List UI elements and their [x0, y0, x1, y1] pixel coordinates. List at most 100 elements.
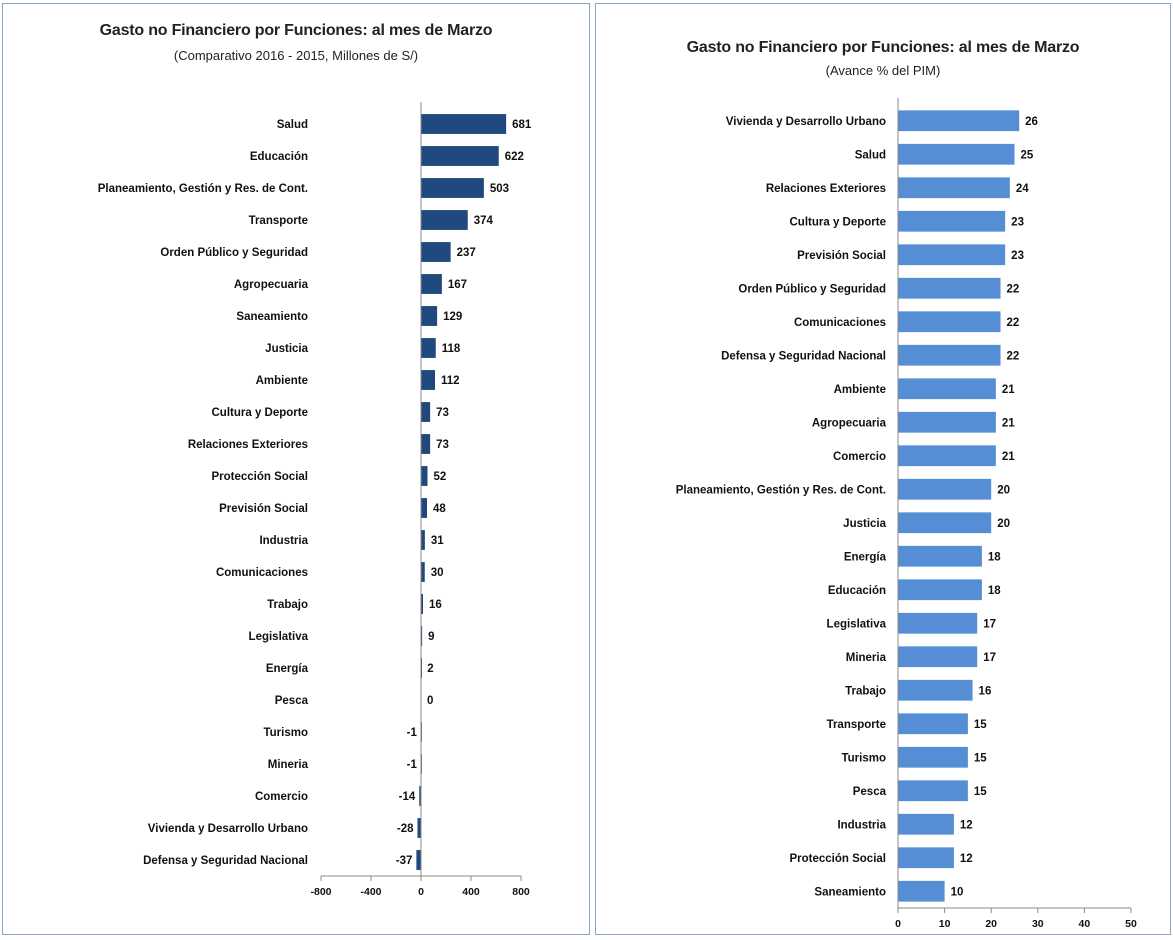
- right-bar: [898, 177, 1010, 199]
- right-bar: [898, 378, 996, 400]
- left-value-label: -1: [407, 727, 418, 739]
- left-bar: [421, 146, 499, 166]
- right-category-label: Salud: [855, 149, 886, 161]
- left-bar: [421, 178, 484, 198]
- right-bar: [898, 445, 996, 467]
- left-bar: [421, 530, 425, 550]
- left-value-label: 112: [441, 375, 460, 387]
- left-category-label: Mineria: [268, 759, 309, 771]
- right-value-label: 16: [979, 685, 992, 697]
- left-category-label: Transporte: [249, 215, 308, 227]
- left-category-label: Industria: [259, 535, 308, 547]
- left-category-label: Agropecuaria: [234, 279, 309, 291]
- left-value-label: 622: [505, 151, 524, 163]
- left-bar: [421, 306, 438, 326]
- left-bar: [421, 274, 442, 294]
- left-bar: [417, 818, 421, 838]
- right-value-label: 12: [960, 819, 973, 831]
- right-value-label: 20: [997, 518, 1010, 530]
- left-value-label: 503: [490, 183, 509, 195]
- right-value-label: 21: [1002, 384, 1015, 396]
- right-value-label: 23: [1011, 216, 1024, 228]
- chart-panel-left: Gasto no Financiero por Funciones: al me…: [2, 3, 590, 935]
- left-value-label: 48: [433, 503, 446, 515]
- right-value-label: 15: [974, 719, 987, 731]
- left-category-label: Planeamiento, Gestión y Res. de Cont.: [98, 183, 308, 195]
- right-bar: [898, 344, 1001, 366]
- right-category-label: Orden Público y Seguridad: [738, 283, 886, 295]
- right-category-label: Turismo: [841, 752, 886, 764]
- left-category-label: Relaciones Exteriores: [188, 439, 308, 451]
- right-bar: [898, 512, 992, 534]
- left-value-label: 30: [431, 567, 444, 579]
- left-category-label: Orden Público y Seguridad: [160, 247, 308, 259]
- left-value-label: 129: [443, 311, 462, 323]
- right-value-label: 22: [1007, 283, 1020, 295]
- left-value-label: 374: [474, 215, 494, 227]
- left-bar: [421, 338, 436, 358]
- right-category-label: Defensa y Seguridad Nacional: [721, 350, 886, 362]
- right-category-label: Protección Social: [789, 853, 886, 865]
- right-value-label: 22: [1007, 350, 1020, 362]
- left-category-label: Legislativa: [249, 631, 309, 643]
- left-value-label: 16: [429, 599, 442, 611]
- left-category-label: Comercio: [255, 791, 308, 803]
- right-tick-label: 20: [985, 918, 997, 930]
- right-category-label: Vivienda y Desarrollo Urbano: [726, 116, 886, 128]
- left-value-label: -28: [397, 823, 414, 835]
- left-category-label: Trabajo: [267, 599, 308, 611]
- left-bar: [421, 370, 435, 390]
- right-category-label: Pesca: [853, 786, 887, 798]
- right-value-label: 15: [974, 786, 987, 798]
- left-tick-label: 400: [462, 886, 480, 898]
- left-category-label: Protección Social: [211, 471, 308, 483]
- left-value-label: -37: [396, 855, 413, 867]
- left-value-label: 31: [431, 535, 444, 547]
- left-value-label: 73: [436, 407, 449, 419]
- right-bar: [898, 646, 978, 668]
- right-value-label: 17: [983, 652, 996, 664]
- right-category-label: Justicia: [843, 518, 886, 530]
- right-value-label: 20: [997, 484, 1010, 496]
- left-category-label: Energía: [266, 663, 309, 675]
- left-bar: [421, 434, 431, 454]
- right-value-label: 25: [1021, 149, 1034, 161]
- left-value-label: -14: [399, 791, 416, 803]
- right-bar: [898, 478, 992, 500]
- right-category-label: Planeamiento, Gestión y Res. de Cont.: [676, 484, 886, 496]
- right-category-label: Saneamiento: [814, 886, 886, 898]
- left-value-label: 0: [427, 695, 433, 707]
- right-category-label: Comercio: [833, 451, 886, 463]
- right-tick-label: 50: [1125, 918, 1137, 930]
- right-tick-label: 30: [1032, 918, 1044, 930]
- right-value-label: 26: [1025, 116, 1038, 128]
- right-category-label: Ambiente: [834, 384, 886, 396]
- right-value-label: 18: [988, 551, 1001, 563]
- right-category-label: Previsión Social: [797, 250, 886, 262]
- left-tick-label: -800: [310, 886, 331, 898]
- right-bar: [898, 880, 945, 902]
- chart-panel-right: Gasto no Financiero por Funciones: al me…: [595, 3, 1171, 935]
- right-category-label: Cultura y Deporte: [790, 216, 887, 228]
- right-category-label: Industria: [837, 819, 886, 831]
- left-value-label: 52: [434, 471, 447, 483]
- right-category-label: Agropecuaria: [812, 417, 887, 429]
- right-category-label: Educación: [828, 585, 886, 597]
- right-chart-title: Gasto no Financiero por Funciones: al me…: [686, 39, 1080, 56]
- left-category-label: Comunicaciones: [216, 567, 308, 579]
- left-bar: [421, 210, 468, 230]
- left-bar: [421, 242, 451, 262]
- right-bar: [898, 612, 978, 634]
- left-category-label: Defensa y Seguridad Nacional: [143, 855, 308, 867]
- left-category-label: Ambiente: [256, 375, 308, 387]
- right-category-label: Energía: [844, 551, 887, 563]
- right-bar: [898, 311, 1001, 333]
- right-value-label: 12: [960, 853, 973, 865]
- right-value-label: 22: [1007, 317, 1020, 329]
- right-value-label: 21: [1002, 451, 1015, 463]
- right-bar: [898, 847, 954, 869]
- right-bar: [898, 746, 968, 768]
- left-value-label: 167: [448, 279, 467, 291]
- right-bar: [898, 713, 968, 735]
- left-bar: [421, 562, 425, 582]
